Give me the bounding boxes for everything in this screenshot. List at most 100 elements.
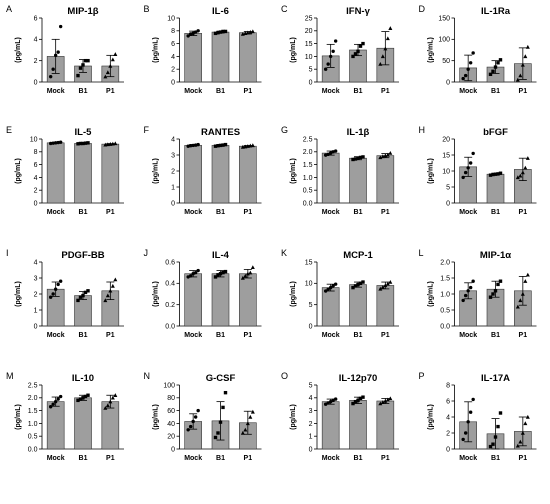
y-tick-label: 4 (446, 414, 450, 421)
data-point-b1 (78, 397, 83, 401)
data-point-b1 (488, 444, 493, 449)
data-point-mock (323, 402, 328, 406)
bar-p1 (239, 273, 257, 327)
data-point-b1 (496, 172, 500, 176)
data-point-mock (328, 54, 333, 59)
y-tick-label: 4 (34, 175, 38, 182)
data-point-mock (186, 428, 190, 432)
data-point-mock (471, 397, 475, 402)
category-label-mock: Mock (184, 209, 202, 216)
data-point-b1 (353, 157, 358, 161)
panel-title: bFGF (483, 127, 508, 138)
data-point-b1 (493, 289, 498, 293)
panel-g: G IL-1β 0.0 0.5 1.0 1.5 2.0 2.5 (pg/mL) Mock B1 P1 (281, 125, 399, 216)
data-point-b1 (218, 30, 223, 34)
data-point-b1 (358, 281, 363, 286)
panel-title: IFN-γ (346, 6, 370, 17)
data-point-b1 (221, 29, 225, 34)
category-label-mock: Mock (322, 209, 340, 216)
data-point-b1 (83, 58, 88, 63)
data-point-p1 (240, 430, 245, 435)
category-label-p1: P1 (519, 88, 528, 95)
y-tick-label: 60 (167, 408, 175, 415)
data-point-b1 (496, 282, 500, 287)
data-point-p1 (525, 44, 530, 49)
data-point-mock (188, 274, 193, 278)
data-point-b1 (358, 155, 363, 160)
data-point-p1 (105, 70, 110, 75)
category-label-mock: Mock (184, 88, 202, 95)
category-label-p1: P1 (244, 455, 253, 462)
bar-p1 (101, 143, 120, 204)
y-tick-label: 0 (171, 446, 175, 453)
data-point-b1 (83, 394, 88, 399)
y-axis-label: (pg/mL) (153, 158, 160, 184)
panel-a: A MIP-1β 0 2 4 6 (pg/mL) Mock B1 P1 (6, 4, 124, 95)
data-point-b1 (81, 293, 85, 298)
data-point-b1 (78, 141, 83, 146)
data-point-p1 (245, 421, 250, 426)
y-tick-label: 1 (309, 434, 313, 441)
data-point-b1 (488, 72, 493, 77)
data-point-b1 (216, 31, 220, 35)
data-point-b1 (353, 284, 358, 288)
data-point-mock (326, 287, 330, 292)
data-point-b1 (493, 172, 498, 176)
y-tick-label: 1.5 (303, 162, 313, 169)
category-label-mock: Mock (47, 209, 65, 216)
data-point-mock (466, 166, 470, 170)
data-point-p1 (388, 396, 393, 401)
bar-b1 (74, 143, 92, 204)
y-tick-label: 0.0 (440, 323, 450, 330)
data-point-mock (323, 67, 328, 71)
data-point-p1 (525, 414, 530, 419)
y-tick-label: 1.5 (28, 408, 38, 415)
data-point-p1 (243, 427, 248, 432)
y-axis-label: (pg/mL) (290, 404, 297, 430)
data-point-mock (333, 282, 338, 286)
y-tick-label: 100 (163, 382, 175, 389)
y-tick-label: 10 (30, 136, 38, 143)
y-tick-label: 5 (309, 67, 313, 74)
data-point-p1 (110, 395, 115, 400)
y-tick-label: 0 (34, 79, 38, 86)
category-label-mock: Mock (459, 209, 477, 216)
bar-mock (46, 401, 65, 450)
y-tick-label: 15 (442, 152, 450, 159)
data-point-p1 (520, 62, 525, 67)
category-label-p1: P1 (106, 88, 115, 95)
y-axis-label: (pg/mL) (153, 404, 160, 430)
data-point-mock (468, 161, 473, 165)
y-tick-label: 6 (171, 41, 175, 48)
y-tick-label: 10 (305, 281, 313, 288)
category-label-p1: P1 (106, 332, 115, 339)
data-point-b1 (218, 420, 223, 424)
panel-title: RANTES (201, 127, 240, 138)
y-tick-label: 0.4 (165, 281, 175, 288)
panel-title: IL-4 (212, 250, 230, 261)
panel-b: B IL-6 0 2 4 6 8 10 (pg/mL) Mock B1 P1 (144, 4, 262, 95)
y-tick-label: 15 (305, 41, 313, 48)
data-point-b1 (221, 143, 225, 147)
y-tick-label: 2 (309, 421, 313, 428)
y-tick-label: 0 (309, 323, 313, 330)
data-point-b1 (353, 52, 358, 56)
data-point-p1 (515, 77, 520, 82)
y-tick-label: 2 (34, 188, 38, 195)
data-point-mock (191, 31, 195, 36)
y-axis-label: (pg/mL) (15, 158, 22, 184)
data-point-b1 (356, 49, 360, 53)
y-tick-label: 0.2 (165, 302, 175, 309)
data-point-p1 (385, 281, 390, 286)
y-tick-label: 2 (34, 291, 38, 298)
panel-title: PDGF-BB (61, 250, 104, 261)
y-tick-label: 0.5 (28, 434, 38, 441)
data-point-b1 (361, 41, 365, 46)
data-point-mock (333, 39, 338, 43)
panel-p: P IL-17A 0 2 4 6 8 (pg/mL) Mock B1 P1 (419, 371, 537, 462)
bar-b1 (211, 273, 230, 327)
panel-n: N G-CSF 0 20 40 60 80 100 (pg/mL) Mock B1 P1 (144, 371, 262, 462)
panel-letter: C (281, 4, 288, 14)
y-tick-label: 0.0 (165, 323, 175, 330)
